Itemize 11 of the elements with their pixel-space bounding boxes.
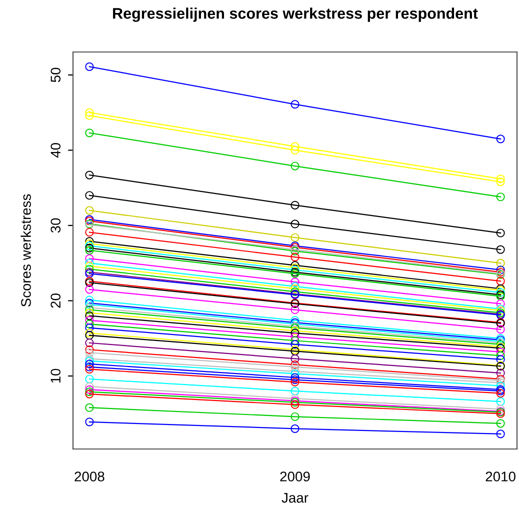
y-tick-label: 40 xyxy=(50,143,61,158)
x-tick-label: 2010 xyxy=(486,472,516,482)
y-tick-label: 30 xyxy=(50,218,61,233)
x-tick-label: 2009 xyxy=(280,472,310,482)
x-axis-title: Jaar xyxy=(282,493,308,503)
y-tick-label: 10 xyxy=(50,368,61,383)
y-tick-label: 50 xyxy=(50,68,61,82)
y-axis-title: Scores werkstress xyxy=(20,194,31,307)
chart-title: Regressielijnen scores werkstress per respondent xyxy=(113,8,478,22)
y-tick-label: 20 xyxy=(50,294,61,308)
x-tick-label: 2008 xyxy=(74,472,104,482)
